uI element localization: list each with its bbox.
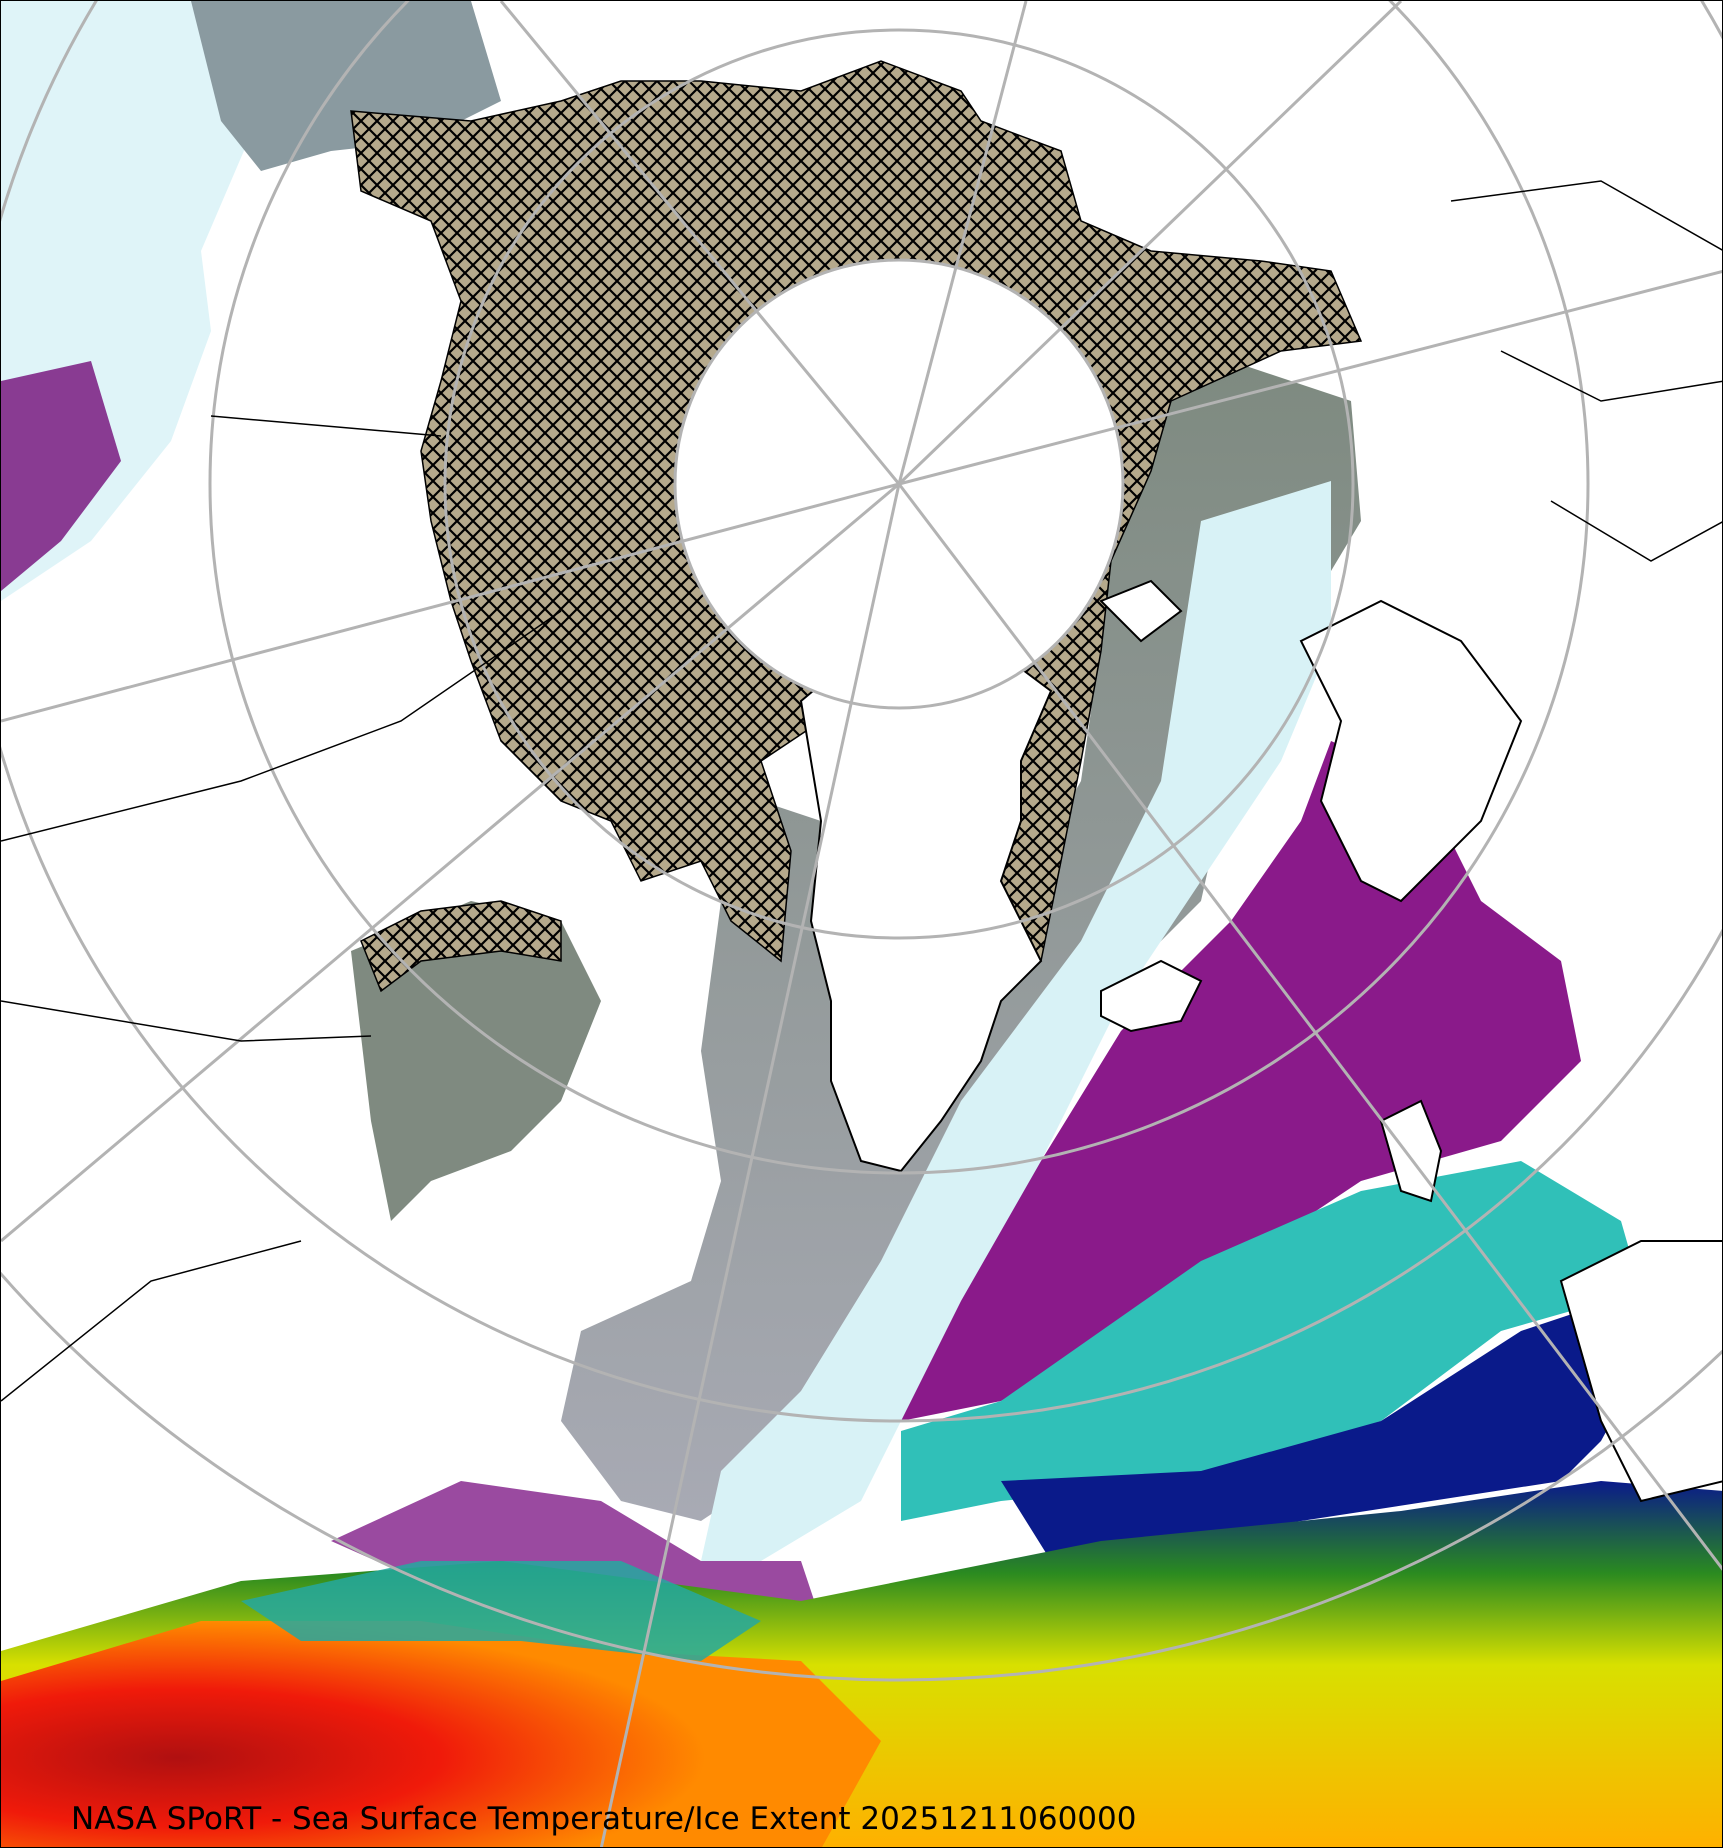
latitude-circle xyxy=(208,1,1590,1175)
hudson-bay-sst xyxy=(351,901,601,1221)
meridian xyxy=(897,483,1722,1571)
europe-land xyxy=(1559,1240,1722,1503)
scandinavia xyxy=(1299,599,1523,903)
map-caption: NASA SPoRT - Sea Surface Temperature/Ice… xyxy=(71,1801,1137,1837)
meridian xyxy=(499,1,901,485)
teal-sst xyxy=(901,1161,1641,1521)
meridian xyxy=(897,1,1403,486)
latitude-circle xyxy=(1,1271,1722,1682)
arctic-gray-sst xyxy=(561,361,1361,1521)
blue-sst xyxy=(1001,1291,1661,1561)
boundaries xyxy=(1,180,1722,1402)
pacific-sst-purple xyxy=(1,361,121,591)
meridian xyxy=(1,482,900,723)
light-cyan-sst xyxy=(701,481,1331,1561)
svalbard xyxy=(1099,579,1183,643)
latitude-circle xyxy=(673,258,1125,710)
meridian xyxy=(898,269,1722,486)
iceland xyxy=(1100,959,1203,1033)
latitude-circle xyxy=(1,1,1722,1423)
gulf-stream-sst xyxy=(1,1621,881,1847)
latitude-circle xyxy=(443,28,1355,940)
meridian xyxy=(897,1,1028,485)
meridian xyxy=(599,483,901,1847)
meridian xyxy=(1,482,900,1243)
